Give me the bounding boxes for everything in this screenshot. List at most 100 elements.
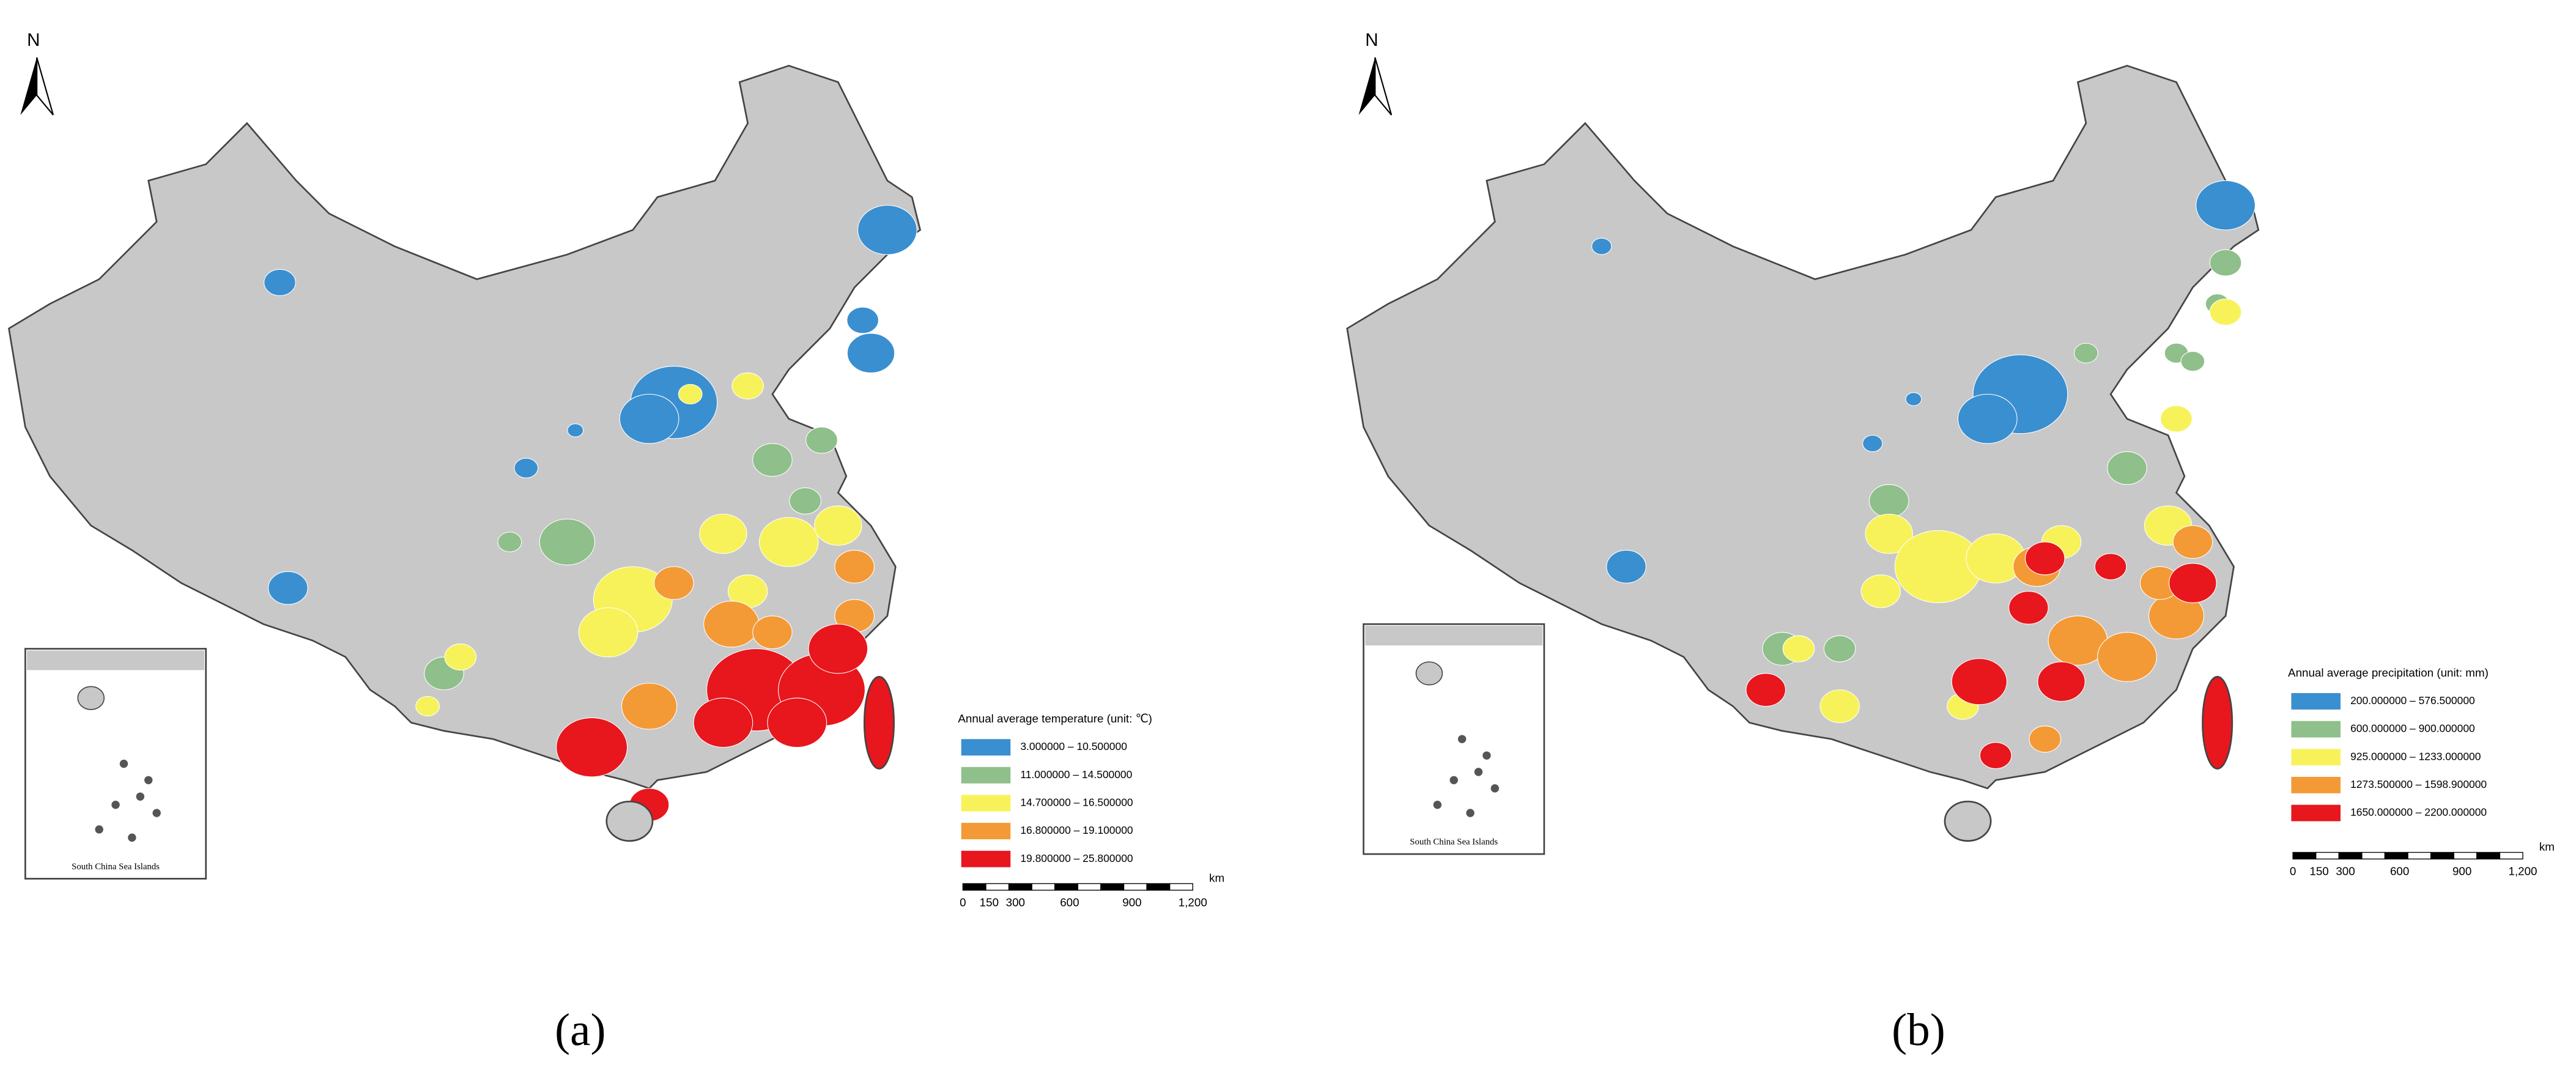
inset-islet <box>1474 768 1483 776</box>
region <box>1782 635 1815 663</box>
legend-label: 600.000000 – 900.000000 <box>2350 722 2475 735</box>
region <box>619 393 679 444</box>
inset-label: South China Sea Islands <box>1410 837 1498 847</box>
hainan <box>1944 800 1992 842</box>
region <box>1865 513 1913 554</box>
scale-segment <box>2292 852 2317 859</box>
legend-swatch <box>961 850 1011 867</box>
region <box>556 717 628 778</box>
region <box>2209 249 2242 277</box>
region <box>1860 574 1901 608</box>
region <box>2172 525 2213 559</box>
inset-islet <box>1457 735 1467 743</box>
region <box>699 513 747 554</box>
scale-label: 900 <box>1122 896 1141 909</box>
scale-label: 600 <box>1060 896 1079 909</box>
region <box>693 697 753 748</box>
scale-segment <box>2361 852 2386 859</box>
inset-islet <box>95 825 103 834</box>
region <box>834 549 875 584</box>
scale-unit: km <box>1209 871 1224 884</box>
region <box>767 697 827 748</box>
inset-islet <box>152 809 161 817</box>
region <box>415 696 440 717</box>
region <box>268 571 308 605</box>
region <box>2196 180 2256 231</box>
scale-segment <box>2315 852 2339 859</box>
taiwan <box>2202 675 2234 770</box>
inset-frame <box>1363 623 1545 855</box>
legend-label: 11.000000 – 14.500000 <box>1020 768 1132 781</box>
region <box>497 532 522 552</box>
inset-islet <box>1449 776 1458 785</box>
north-arrow <box>1358 57 1375 115</box>
region <box>1606 549 1646 584</box>
legend-swatch <box>961 823 1011 839</box>
north-arrow <box>36 57 54 116</box>
region <box>846 333 895 373</box>
region <box>2029 726 2062 753</box>
region <box>1905 392 1922 406</box>
region <box>514 458 539 478</box>
region <box>678 384 703 405</box>
scale-unit: km <box>2539 840 2555 853</box>
north-label: N <box>1365 30 1378 50</box>
region <box>1819 689 1860 723</box>
region <box>805 426 838 454</box>
region <box>2097 632 2157 682</box>
inset-land <box>27 650 204 670</box>
region <box>846 306 879 334</box>
north-arrow <box>1374 57 1393 116</box>
scale-segment <box>2407 852 2432 859</box>
legend-label: 1650.000000 – 2200.000000 <box>2350 806 2487 819</box>
north-arrow <box>20 57 37 115</box>
legend-label: 14.700000 – 16.500000 <box>1020 796 1133 809</box>
inset-islet <box>1433 800 1442 809</box>
inset-islet <box>1482 751 1491 760</box>
caption: (a) <box>555 1005 605 1056</box>
region <box>2024 541 2065 576</box>
caption: (b) <box>1892 1005 1945 1056</box>
scale-segment <box>2384 852 2408 859</box>
region <box>2180 351 2205 372</box>
inset-island <box>77 686 105 710</box>
scale-segment <box>962 883 986 891</box>
region <box>2073 343 2098 363</box>
scale-label: 0 <box>2290 865 2296 878</box>
region <box>621 683 678 730</box>
scale-segment <box>985 883 1010 891</box>
scale-label: 900 <box>2452 865 2471 878</box>
scale-segment <box>1100 883 1125 891</box>
region <box>1862 434 1883 452</box>
region <box>444 643 477 670</box>
inset-islet <box>144 776 153 785</box>
north-label: N <box>27 30 40 50</box>
scale-segment <box>1008 883 1032 891</box>
region <box>2107 451 2147 485</box>
region <box>539 518 595 566</box>
region <box>2037 661 2086 702</box>
legend-label: 16.800000 – 19.100000 <box>1020 824 1133 836</box>
region <box>1951 658 2007 705</box>
taiwan <box>863 675 895 770</box>
region <box>264 269 296 296</box>
inset-frame <box>24 648 207 880</box>
scale-label: 0 <box>960 896 966 909</box>
legend-title: Annual average precipitation (unit: mm) <box>2288 666 2489 679</box>
scale-label: 150 <box>980 896 999 909</box>
inset-land <box>1365 625 1543 646</box>
map-panel: N South China Sea Islands Annual average p… <box>1346 30 2555 1056</box>
scale-segment <box>1077 883 1101 891</box>
scale-segment <box>2499 852 2523 859</box>
inset-islet <box>1490 784 1500 793</box>
legend-swatch <box>961 739 1011 756</box>
inset-islet <box>136 792 145 801</box>
scale-segment <box>1169 883 1193 891</box>
region <box>814 505 862 546</box>
legend-swatch <box>2291 721 2341 738</box>
inset-islet <box>119 759 128 768</box>
legend-label: 3.000000 – 10.500000 <box>1020 740 1127 752</box>
inset-islet <box>111 800 120 809</box>
scale-label: 600 <box>2390 865 2409 878</box>
